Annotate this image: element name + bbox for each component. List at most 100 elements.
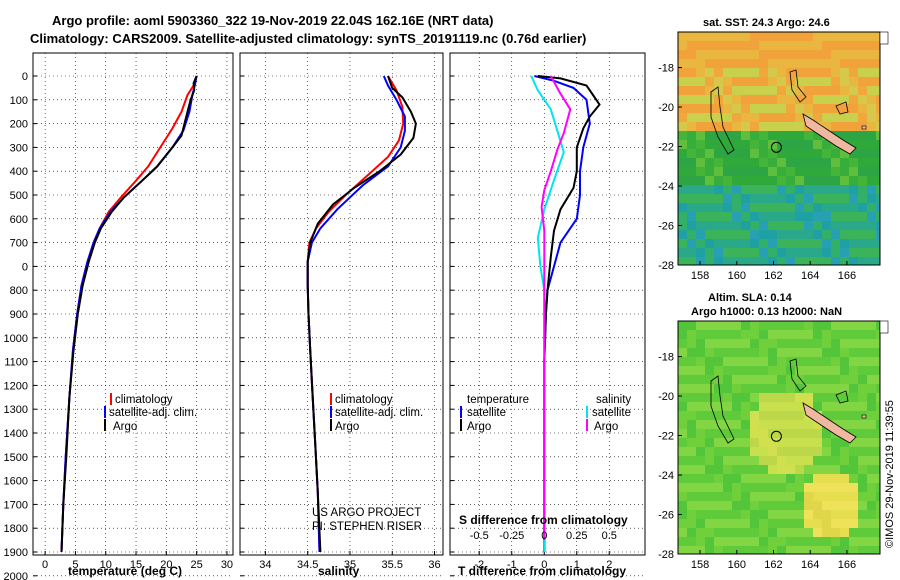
legend-argo-mark <box>104 419 106 431</box>
map-cell <box>822 537 831 546</box>
map-cell <box>741 104 750 113</box>
map-cell <box>759 519 768 528</box>
map-cell <box>822 104 831 113</box>
map-cell <box>732 519 741 528</box>
map-cell <box>795 59 804 68</box>
map-cell <box>678 492 687 501</box>
map-cell <box>822 384 831 393</box>
map-cell <box>831 501 840 510</box>
map-cell <box>696 122 705 131</box>
map-cell <box>732 384 741 393</box>
legend-s-argo: Argo <box>594 421 618 433</box>
map-cell <box>768 519 777 528</box>
x-tick-label: 0 <box>541 559 547 571</box>
map-cell <box>849 41 858 50</box>
map-cell <box>705 501 714 510</box>
new-caledonia-coast <box>802 402 857 444</box>
map-cell <box>777 447 786 456</box>
map-cell <box>696 519 705 528</box>
map-x-tick-label: 166 <box>838 270 856 282</box>
map-cell <box>786 546 795 554</box>
map-cell <box>867 50 876 59</box>
map-cell <box>687 212 696 221</box>
map-cell <box>732 420 741 429</box>
map-cell <box>831 59 840 68</box>
map-cell <box>876 465 880 474</box>
map-cell <box>696 194 705 203</box>
map-cell <box>831 68 840 77</box>
map-cell <box>714 420 723 429</box>
map-cell <box>705 339 714 348</box>
map-cell <box>804 528 813 537</box>
map-cell <box>849 429 858 438</box>
map-cell <box>687 221 696 230</box>
map-cell <box>687 239 696 248</box>
map-cell <box>867 95 876 104</box>
map-cell <box>867 176 876 185</box>
map-cell <box>795 438 804 447</box>
map-cell <box>804 41 813 50</box>
map-cell <box>750 321 759 330</box>
map-cell <box>723 339 732 348</box>
map-cell <box>876 203 880 212</box>
map-cell <box>696 321 705 330</box>
map-cell <box>849 185 858 194</box>
map-cell <box>831 357 840 366</box>
map-cell <box>678 402 687 411</box>
map-cell <box>741 339 750 348</box>
map-cell <box>723 32 732 41</box>
depth-tick-label: 200 <box>10 119 28 131</box>
map-cell <box>786 248 795 257</box>
map-cell <box>750 546 759 554</box>
map-cell <box>741 483 750 492</box>
map-y-tick-label: -26 <box>658 221 674 233</box>
map-cell <box>795 212 804 221</box>
map-cell <box>714 438 723 447</box>
map-cell <box>678 321 687 330</box>
map-cell <box>822 357 831 366</box>
map-cell <box>732 429 741 438</box>
map-cell <box>831 348 840 357</box>
map-cell <box>786 483 795 492</box>
sst-colorbar-stub <box>879 31 889 45</box>
map-cell <box>759 194 768 203</box>
map-cell <box>678 77 687 86</box>
map-cell <box>840 456 849 465</box>
map-cell <box>714 348 723 357</box>
map-cell <box>822 519 831 528</box>
map-cell <box>696 50 705 59</box>
map-cell <box>867 86 876 95</box>
map-cell <box>840 474 849 483</box>
map-cell <box>831 185 840 194</box>
map-cell <box>741 239 750 248</box>
map-cell <box>786 122 795 131</box>
map-cell <box>795 474 804 483</box>
map-cell <box>768 230 777 239</box>
map-cell <box>768 212 777 221</box>
map-cell <box>849 59 858 68</box>
map-cell <box>876 429 880 438</box>
map-cell <box>777 339 786 348</box>
map-cell <box>867 149 876 158</box>
map-cell <box>750 32 759 41</box>
map-cell <box>768 50 777 59</box>
map-cell <box>795 384 804 393</box>
map-cell <box>687 149 696 158</box>
map-cell <box>786 357 795 366</box>
map-cell <box>858 32 867 41</box>
salinity-frame <box>239 52 444 556</box>
map-cell <box>750 104 759 113</box>
map-cell <box>813 501 822 510</box>
depth-tick-label: 1100 <box>4 357 28 369</box>
map-cell <box>786 465 795 474</box>
map-cell <box>678 131 687 140</box>
map-cell <box>831 474 840 483</box>
depth-tick-label: 800 <box>10 285 28 297</box>
map-cell <box>849 474 858 483</box>
map-cell <box>723 483 732 492</box>
map-cell <box>768 384 777 393</box>
map-cell <box>840 221 849 230</box>
map-cell <box>723 41 732 50</box>
map-cell <box>831 456 840 465</box>
